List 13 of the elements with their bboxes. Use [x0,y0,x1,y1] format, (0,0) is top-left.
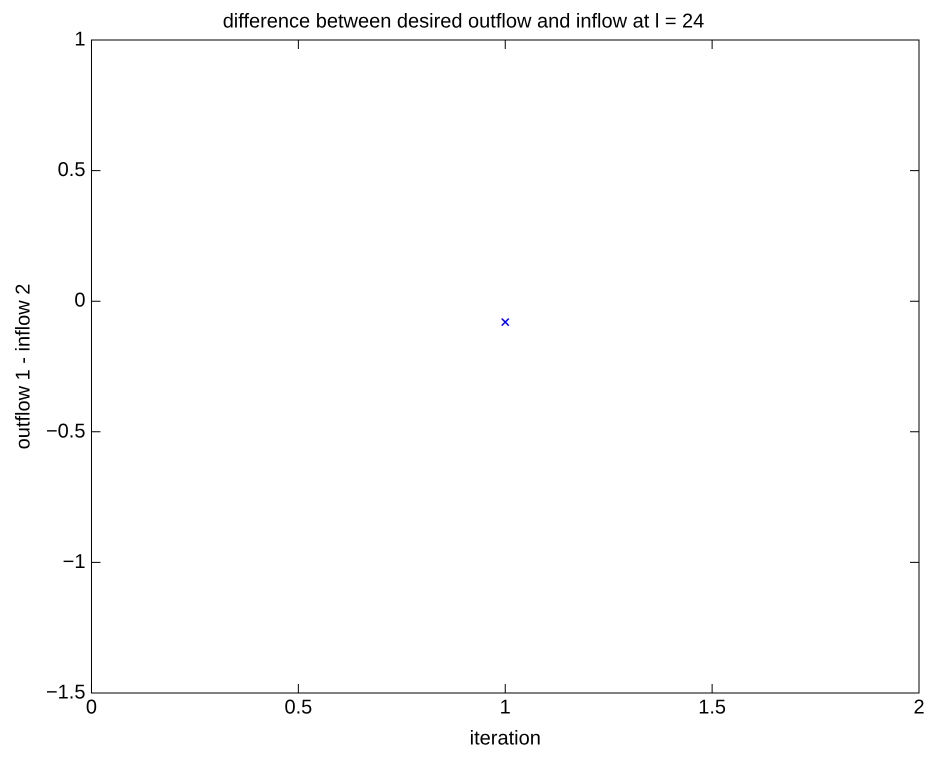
y-tick-label: 0 [74,290,86,312]
y-tick-label: −0.5 [46,420,86,442]
x-tick-label: 1 [500,696,511,719]
y-axis-title: outflow 1 - inflow 2 [12,284,35,450]
chart-title: difference between desired outflow and inflow at l = 24 [222,10,704,33]
y-tick-label: 0.5 [58,159,86,182]
y-tick-label: −1 [62,550,86,573]
x-tick-label: 1.5 [698,696,726,719]
x-tick-label: 2 [913,696,925,719]
x-tick-label: 0.5 [284,696,312,719]
y-tick-label: −1.5 [46,682,86,704]
y-tick-label: 1 [74,28,86,51]
x-axis-title: iteration [470,728,541,750]
